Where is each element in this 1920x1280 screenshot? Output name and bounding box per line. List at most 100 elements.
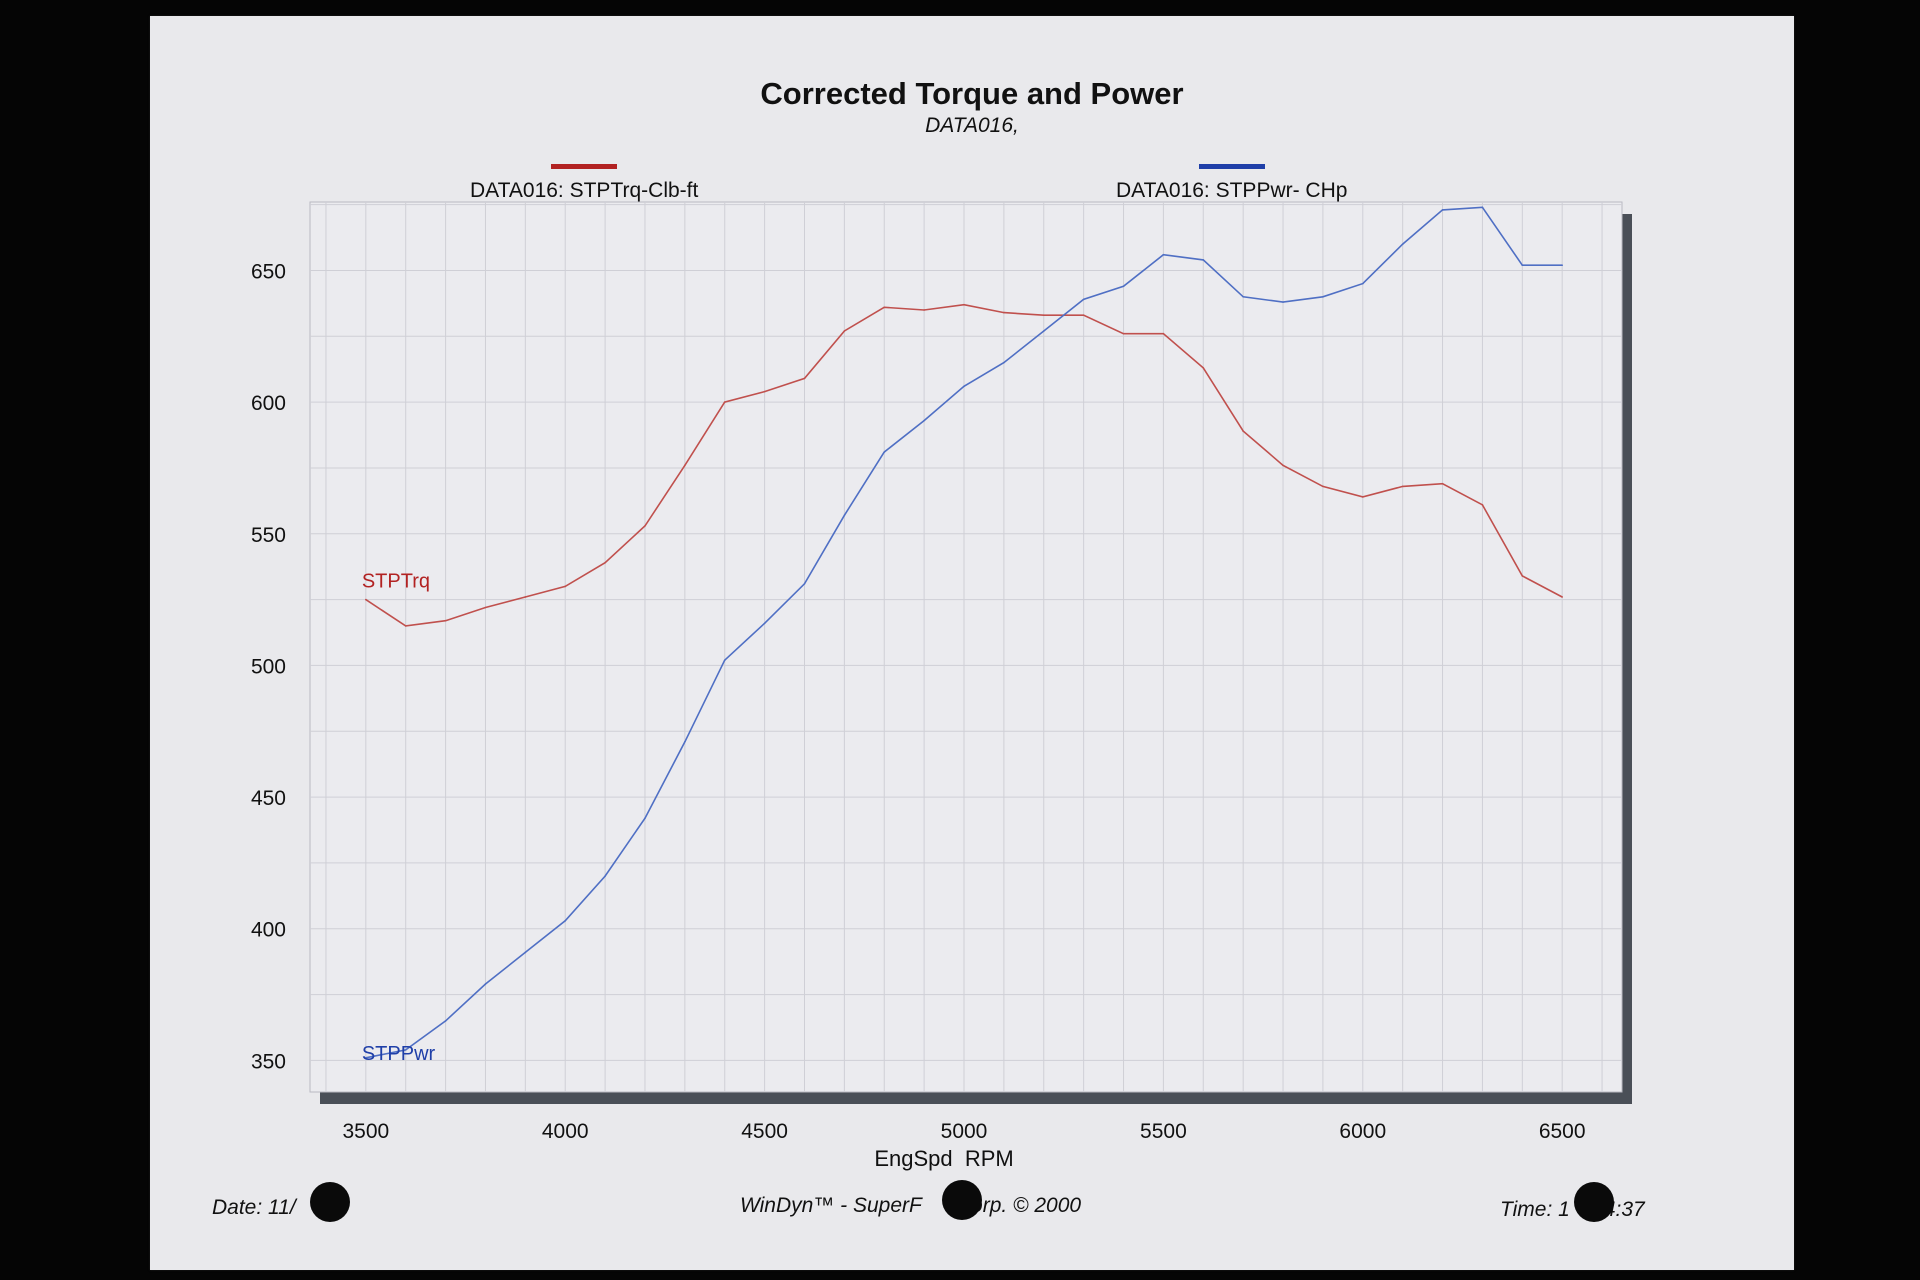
data-point-power	[524, 951, 527, 954]
punch-hole-left	[310, 1182, 350, 1222]
series-tag-power: STPPwr	[362, 1043, 436, 1065]
footer-software: WinDyn™ - SuperF Corp. © 2000	[740, 1194, 1081, 1218]
legend-label-power: DATA016: STPPwr- CHp	[1116, 179, 1348, 202]
data-point-torque	[1561, 596, 1563, 598]
y-tick-label: 550	[251, 524, 286, 547]
data-point-torque	[963, 303, 965, 306]
y-tick-label: 650	[251, 260, 286, 283]
data-point-power	[1042, 330, 1045, 332]
data-point-power	[404, 1049, 407, 1051]
data-point-power	[444, 1020, 447, 1022]
data-point-power	[564, 920, 567, 922]
data-point-power	[1122, 285, 1125, 288]
data-point-power	[1521, 264, 1524, 266]
data-point-torque	[1322, 485, 1324, 488]
legend-swatch-torque	[551, 164, 618, 169]
x-tick-label: 3500	[342, 1120, 389, 1143]
footer-time: Time: 1 4:37	[1500, 1198, 1645, 1222]
y-tick-label: 600	[251, 392, 286, 415]
data-point-torque	[564, 585, 567, 588]
x-tick-label: 5000	[941, 1120, 988, 1143]
data-point-power	[484, 983, 487, 985]
series-tag-torque: STPTrq	[362, 571, 430, 593]
x-tick-label: 6500	[1539, 1120, 1586, 1143]
data-point-power	[1322, 295, 1324, 298]
data-point-torque	[1441, 482, 1444, 485]
data-point-power	[684, 740, 686, 743]
data-point-torque	[883, 306, 886, 309]
y-tick-label: 400	[251, 919, 286, 942]
punch-hole-right	[1574, 1182, 1614, 1222]
data-point-power	[923, 419, 925, 422]
y-tick-label: 500	[251, 655, 286, 678]
footer-software-tail: Corp. © 2000	[955, 1194, 1082, 1217]
x-tick-label: 5500	[1140, 1120, 1187, 1143]
data-point-torque	[644, 525, 646, 527]
plot-area	[309, 201, 1623, 1093]
data-point-torque	[843, 330, 846, 332]
data-point-torque	[444, 619, 447, 622]
punch-hole-center	[942, 1180, 982, 1220]
footer-software-label: WinDyn™ - SuperF	[740, 1194, 922, 1217]
data-point-power	[644, 817, 646, 819]
data-point-torque	[684, 464, 686, 467]
y-tick-label: 350	[251, 1050, 286, 1073]
data-point-torque	[803, 377, 806, 380]
data-point-torque	[1082, 314, 1085, 317]
data-point-torque	[1003, 311, 1005, 314]
data-point-torque	[1282, 464, 1284, 467]
data-point-torque	[763, 390, 766, 393]
x-tick-label: 4500	[741, 1120, 788, 1143]
footer-date-label: Date: 11/	[212, 1196, 296, 1219]
chart-subtitle: DATA016,	[925, 114, 1019, 137]
data-point-torque	[1242, 430, 1244, 432]
data-point-power	[1162, 253, 1165, 256]
legend-label-torque: DATA016: STPTrq-Clb-ft	[470, 179, 699, 202]
data-point-torque	[1122, 332, 1125, 335]
data-point-torque	[1361, 496, 1364, 498]
data-point-power	[1003, 361, 1005, 364]
data-point-torque	[923, 309, 925, 311]
legend-item-power: DATA016: STPPwr- CHp	[1116, 164, 1347, 203]
x-tick-label: 4000	[542, 1120, 589, 1143]
data-point-power	[1441, 209, 1444, 211]
data-point-power	[843, 514, 846, 517]
axis-ticks: 3500 4000 4500 5000 5500 6000 6500 350 400 450 500…	[251, 260, 1586, 1143]
data-point-power	[1361, 282, 1364, 285]
legend-swatch-power	[1198, 164, 1265, 169]
y-tick-label: 450	[251, 787, 286, 810]
data-point-torque	[365, 598, 367, 601]
data-point-power	[1282, 301, 1284, 303]
data-point-torque	[1401, 485, 1404, 488]
data-point-torque	[1042, 314, 1045, 317]
data-point-power	[1202, 259, 1205, 261]
data-point-power	[963, 385, 965, 388]
data-point-torque	[484, 606, 487, 609]
data-point-torque	[1162, 332, 1165, 335]
data-point-torque	[404, 625, 407, 627]
data-point-power	[1481, 206, 1484, 209]
data-point-torque	[1521, 575, 1524, 577]
data-point-power	[604, 875, 606, 877]
grid-lines	[310, 202, 1622, 1092]
data-point-power	[723, 659, 726, 661]
data-point-power	[883, 451, 886, 453]
data-point-power	[365, 1056, 367, 1059]
chart-title: Corrected Torque and Power	[760, 76, 1184, 111]
data-point-power	[803, 583, 806, 585]
series-lines: STPTrq STPPwr	[362, 206, 1563, 1065]
data-point-torque	[604, 561, 606, 564]
x-tick-label: 6000	[1339, 1120, 1386, 1143]
data-point-torque	[1202, 367, 1205, 369]
x-axis-title: EngSpd RPM	[874, 1146, 1013, 1171]
legend-item-torque: DATA016: STPTrq-Clb-ft	[470, 164, 698, 203]
footer-time-label: Time: 1	[1500, 1198, 1570, 1221]
data-point-power	[1242, 295, 1244, 298]
data-point-torque	[1481, 504, 1484, 506]
data-point-torque	[723, 401, 726, 403]
footer-time-tail: 4:37	[1603, 1198, 1645, 1221]
data-point-power	[1082, 298, 1085, 301]
data-point-torque	[524, 596, 527, 598]
data-point-power	[1561, 264, 1563, 266]
